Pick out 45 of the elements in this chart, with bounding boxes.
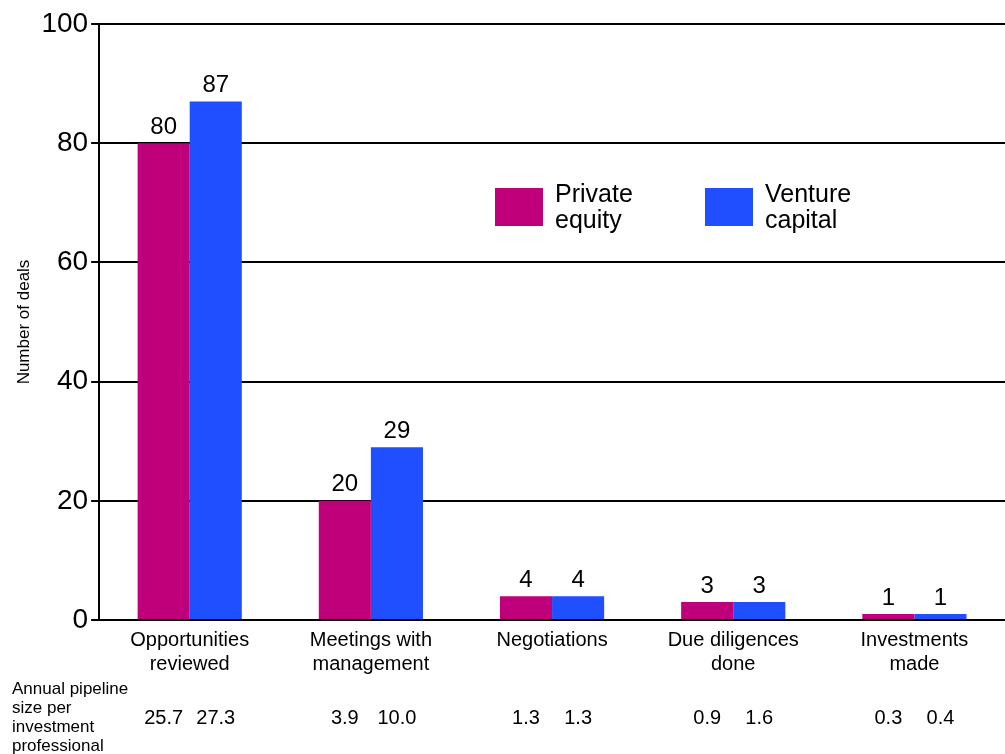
- bar: [733, 602, 786, 619]
- legend-label: Venture capital: [765, 179, 853, 233]
- text: 0.9: [693, 705, 722, 728]
- bar: [318, 500, 371, 619]
- text: 10.0: [377, 705, 417, 728]
- text: 1.6: [745, 705, 774, 728]
- data-label: 80: [150, 111, 178, 139]
- x-tick-label: Meetings with management: [309, 627, 433, 674]
- text: Annual pipeline size per investment professional: [12, 679, 129, 754]
- text: 3.9: [330, 705, 359, 728]
- bar: [137, 143, 190, 619]
- x-tick-label: Investments made: [860, 627, 969, 674]
- x-tick-label: Due diligences done: [667, 627, 799, 674]
- y-axis-title: Number of deals: [13, 259, 33, 385]
- data-label: 29: [383, 415, 411, 443]
- text: 0.4: [926, 705, 955, 728]
- y-tick-label: 40: [56, 364, 89, 396]
- text: 0.3: [874, 705, 903, 728]
- text: 27.3: [196, 705, 236, 728]
- data-label: 4: [571, 564, 585, 592]
- bar: [552, 596, 605, 619]
- legend-label: Private equity: [555, 179, 634, 233]
- bar: [189, 101, 242, 619]
- x-tick-label: Opportunities reviewed: [130, 627, 250, 674]
- x-tick-label: Negotiations: [496, 627, 608, 650]
- y-tick-label: 100: [41, 6, 89, 38]
- bar: [914, 614, 967, 619]
- y-tick-label: 20: [56, 483, 89, 515]
- text: 25.7: [144, 705, 184, 728]
- data-label: 3: [700, 570, 714, 598]
- data-label: 1: [881, 582, 896, 610]
- text: 1.3: [512, 705, 540, 728]
- y-tick-label: 60: [56, 245, 89, 277]
- data-label: 20: [331, 469, 359, 497]
- text: 1.3: [564, 705, 593, 728]
- bar: [862, 614, 915, 619]
- bar: [370, 447, 423, 619]
- bar: [681, 602, 734, 619]
- data-label: 1: [933, 582, 948, 610]
- y-tick-label: 0: [72, 602, 89, 634]
- data-label: 3: [752, 570, 766, 598]
- data-label: 4: [519, 564, 533, 592]
- data-label: 87: [202, 70, 230, 98]
- y-tick-label: 80: [56, 125, 89, 157]
- bar: [499, 596, 553, 619]
